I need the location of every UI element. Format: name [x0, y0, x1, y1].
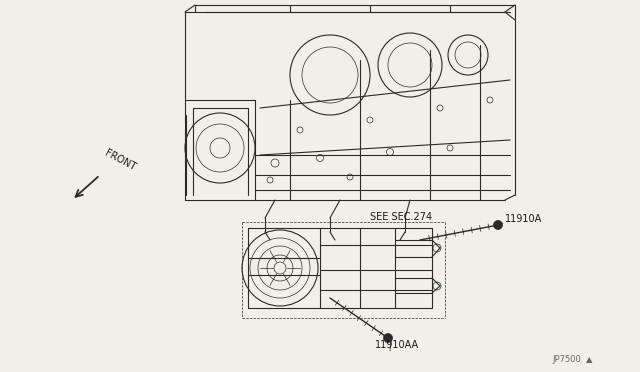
Text: JP7500  ▲: JP7500 ▲ [552, 355, 593, 364]
Text: SEE SEC.274: SEE SEC.274 [370, 212, 432, 222]
Text: 11910AA: 11910AA [375, 340, 419, 350]
Text: FRONT: FRONT [103, 148, 137, 172]
Circle shape [383, 334, 392, 343]
Circle shape [493, 221, 502, 230]
Text: 11910A: 11910A [505, 214, 542, 224]
